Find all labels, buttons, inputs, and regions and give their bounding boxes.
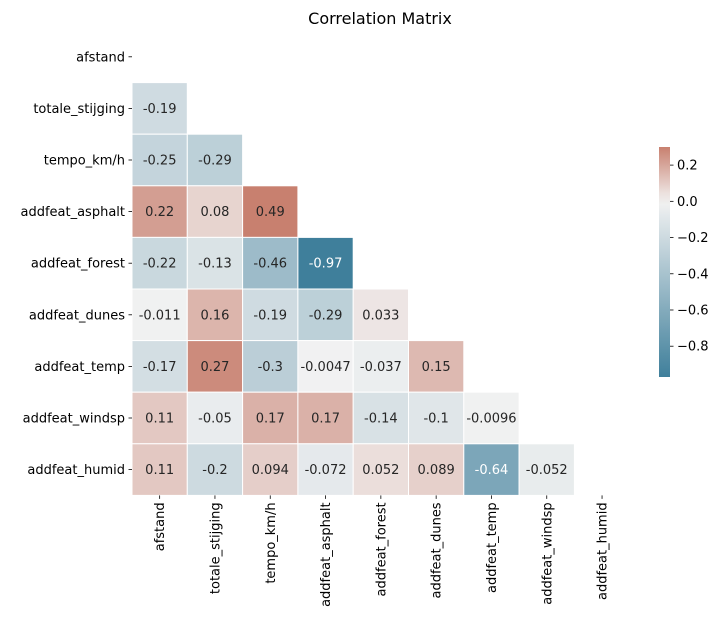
cell-value-label: -0.64 — [475, 463, 509, 478]
heatmap-cell — [297, 340, 354, 393]
heatmap-cell — [518, 443, 575, 496]
x-tick-label: tempo_km/h — [264, 502, 279, 583]
cell-value-label: 0.11 — [145, 412, 174, 427]
heatmap-cell — [186, 288, 244, 342]
cell-value-label: 0.22 — [145, 205, 174, 220]
cell-value-label: 0.089 — [418, 463, 455, 478]
heatmap-cell — [242, 443, 299, 496]
cell-value-label: -0.037 — [360, 360, 402, 375]
cell-value-label: -0.19 — [253, 308, 287, 323]
heatmap-cell — [131, 443, 188, 496]
chart-title: Correlation Matrix — [308, 9, 452, 28]
cell-value-label: 0.17 — [256, 412, 285, 427]
cell-value-label: -0.13 — [198, 257, 232, 272]
cell-value-label: -0.1 — [423, 412, 448, 427]
heatmap-cell — [297, 391, 354, 445]
heatmap-cell — [131, 133, 188, 187]
cell-value-label: 0.052 — [362, 463, 399, 478]
cell-value-label: 0.15 — [422, 360, 451, 375]
heatmap-cell — [297, 288, 354, 342]
y-tick-label: addfeat_forest — [31, 257, 125, 272]
x-tick-label: addfeat_temp — [485, 502, 500, 593]
x-tick-label: addfeat_asphalt — [319, 502, 334, 607]
heatmap-cell — [131, 391, 188, 445]
cell-value-label: -0.0047 — [300, 360, 350, 375]
colorbar-tick-label: 0.0 — [677, 195, 698, 210]
cell-value-label: -0.19 — [143, 102, 177, 117]
y-tick-label: afstand — [76, 50, 125, 65]
heatmap-cell — [242, 340, 299, 393]
colorbar-tick-label: −0.6 — [677, 303, 709, 318]
cell-value-label: 0.08 — [200, 205, 229, 220]
cell-value-label: 0.033 — [362, 308, 399, 323]
heatmap-cell — [186, 340, 244, 393]
heatmap-cells: -0.19 -0.25 -0.29 0.22 0.08 0.49 -0.22 -0.13 -0.… — [131, 82, 575, 496]
y-tick-label: addfeat_temp — [34, 360, 125, 375]
cell-value-label: -0.2 — [202, 463, 227, 478]
cell-value-label: -0.29 — [309, 308, 343, 323]
heatmap-cell — [408, 340, 465, 393]
x-tick-label: addfeat_humid — [596, 502, 611, 600]
y-tick-label: addfeat_windsp — [23, 412, 125, 427]
cell-value-label: -0.97 — [309, 257, 343, 272]
cell-value-label: -0.011 — [139, 308, 181, 323]
cell-value-label: -0.17 — [143, 360, 177, 375]
cell-value-label: -0.46 — [253, 257, 287, 272]
heatmap-cell — [352, 340, 410, 393]
heatmap-cell — [186, 133, 244, 187]
heatmap-cell — [463, 391, 520, 445]
heatmap-cell — [131, 82, 188, 135]
y-tick-label: totale_stijging — [33, 102, 125, 117]
cell-value-label: -0.3 — [258, 360, 283, 375]
y-tick-label: addfeat_dunes — [29, 308, 125, 323]
cell-value-label: -0.05 — [198, 412, 232, 427]
cell-value-label: -0.22 — [143, 257, 177, 272]
cell-value-label: -0.052 — [526, 463, 568, 478]
y-tick-labels: afstand totale_stijging tempo_km/h addfeat_… — [20, 50, 132, 478]
x-tick-label: addfeat_windsp — [540, 502, 555, 604]
heatmap-cell — [408, 391, 465, 445]
cell-value-label: -0.14 — [364, 412, 398, 427]
colorbar-tick-label: 0.2 — [677, 159, 698, 174]
colorbar-tick-label: −0.2 — [677, 231, 709, 246]
cell-value-label: 0.17 — [311, 412, 340, 427]
cell-value-label: 0.16 — [200, 308, 229, 323]
colorbar: 0.2 0.0 −0.2 −0.4 −0.6 −0.8 — [659, 147, 709, 377]
cell-value-label: -0.29 — [198, 154, 232, 169]
cell-value-label: 0.11 — [145, 463, 174, 478]
x-tick-label: addfeat_forest — [374, 502, 389, 596]
colorbar-tick-label: −0.4 — [677, 267, 709, 282]
colorbar-gradient — [659, 147, 670, 377]
y-tick-label: addfeat_humid — [27, 463, 125, 478]
cell-value-label: 0.49 — [256, 205, 285, 220]
x-tick-label: afstand — [153, 502, 168, 551]
colorbar-tick-label: −0.8 — [677, 340, 709, 355]
cell-value-label: 0.094 — [252, 463, 289, 478]
cell-value-label: -0.0096 — [466, 412, 516, 427]
y-tick-label: tempo_km/h — [44, 154, 125, 169]
heatmap-cell — [242, 185, 299, 238]
x-tick-labels: afstand totale_stijging tempo_km/h addfeat_… — [153, 495, 611, 607]
cell-value-label: 0.27 — [200, 360, 229, 375]
heatmap-cell — [297, 236, 354, 290]
y-tick-label: addfeat_asphalt — [20, 205, 125, 220]
cell-value-label: -0.072 — [305, 463, 347, 478]
cell-value-label: -0.25 — [143, 154, 177, 169]
x-tick-label: totale_stijging — [208, 502, 223, 594]
heatmap-cell — [186, 391, 244, 445]
heatmap-cell — [186, 236, 244, 290]
x-tick-label: addfeat_dunes — [430, 502, 445, 598]
